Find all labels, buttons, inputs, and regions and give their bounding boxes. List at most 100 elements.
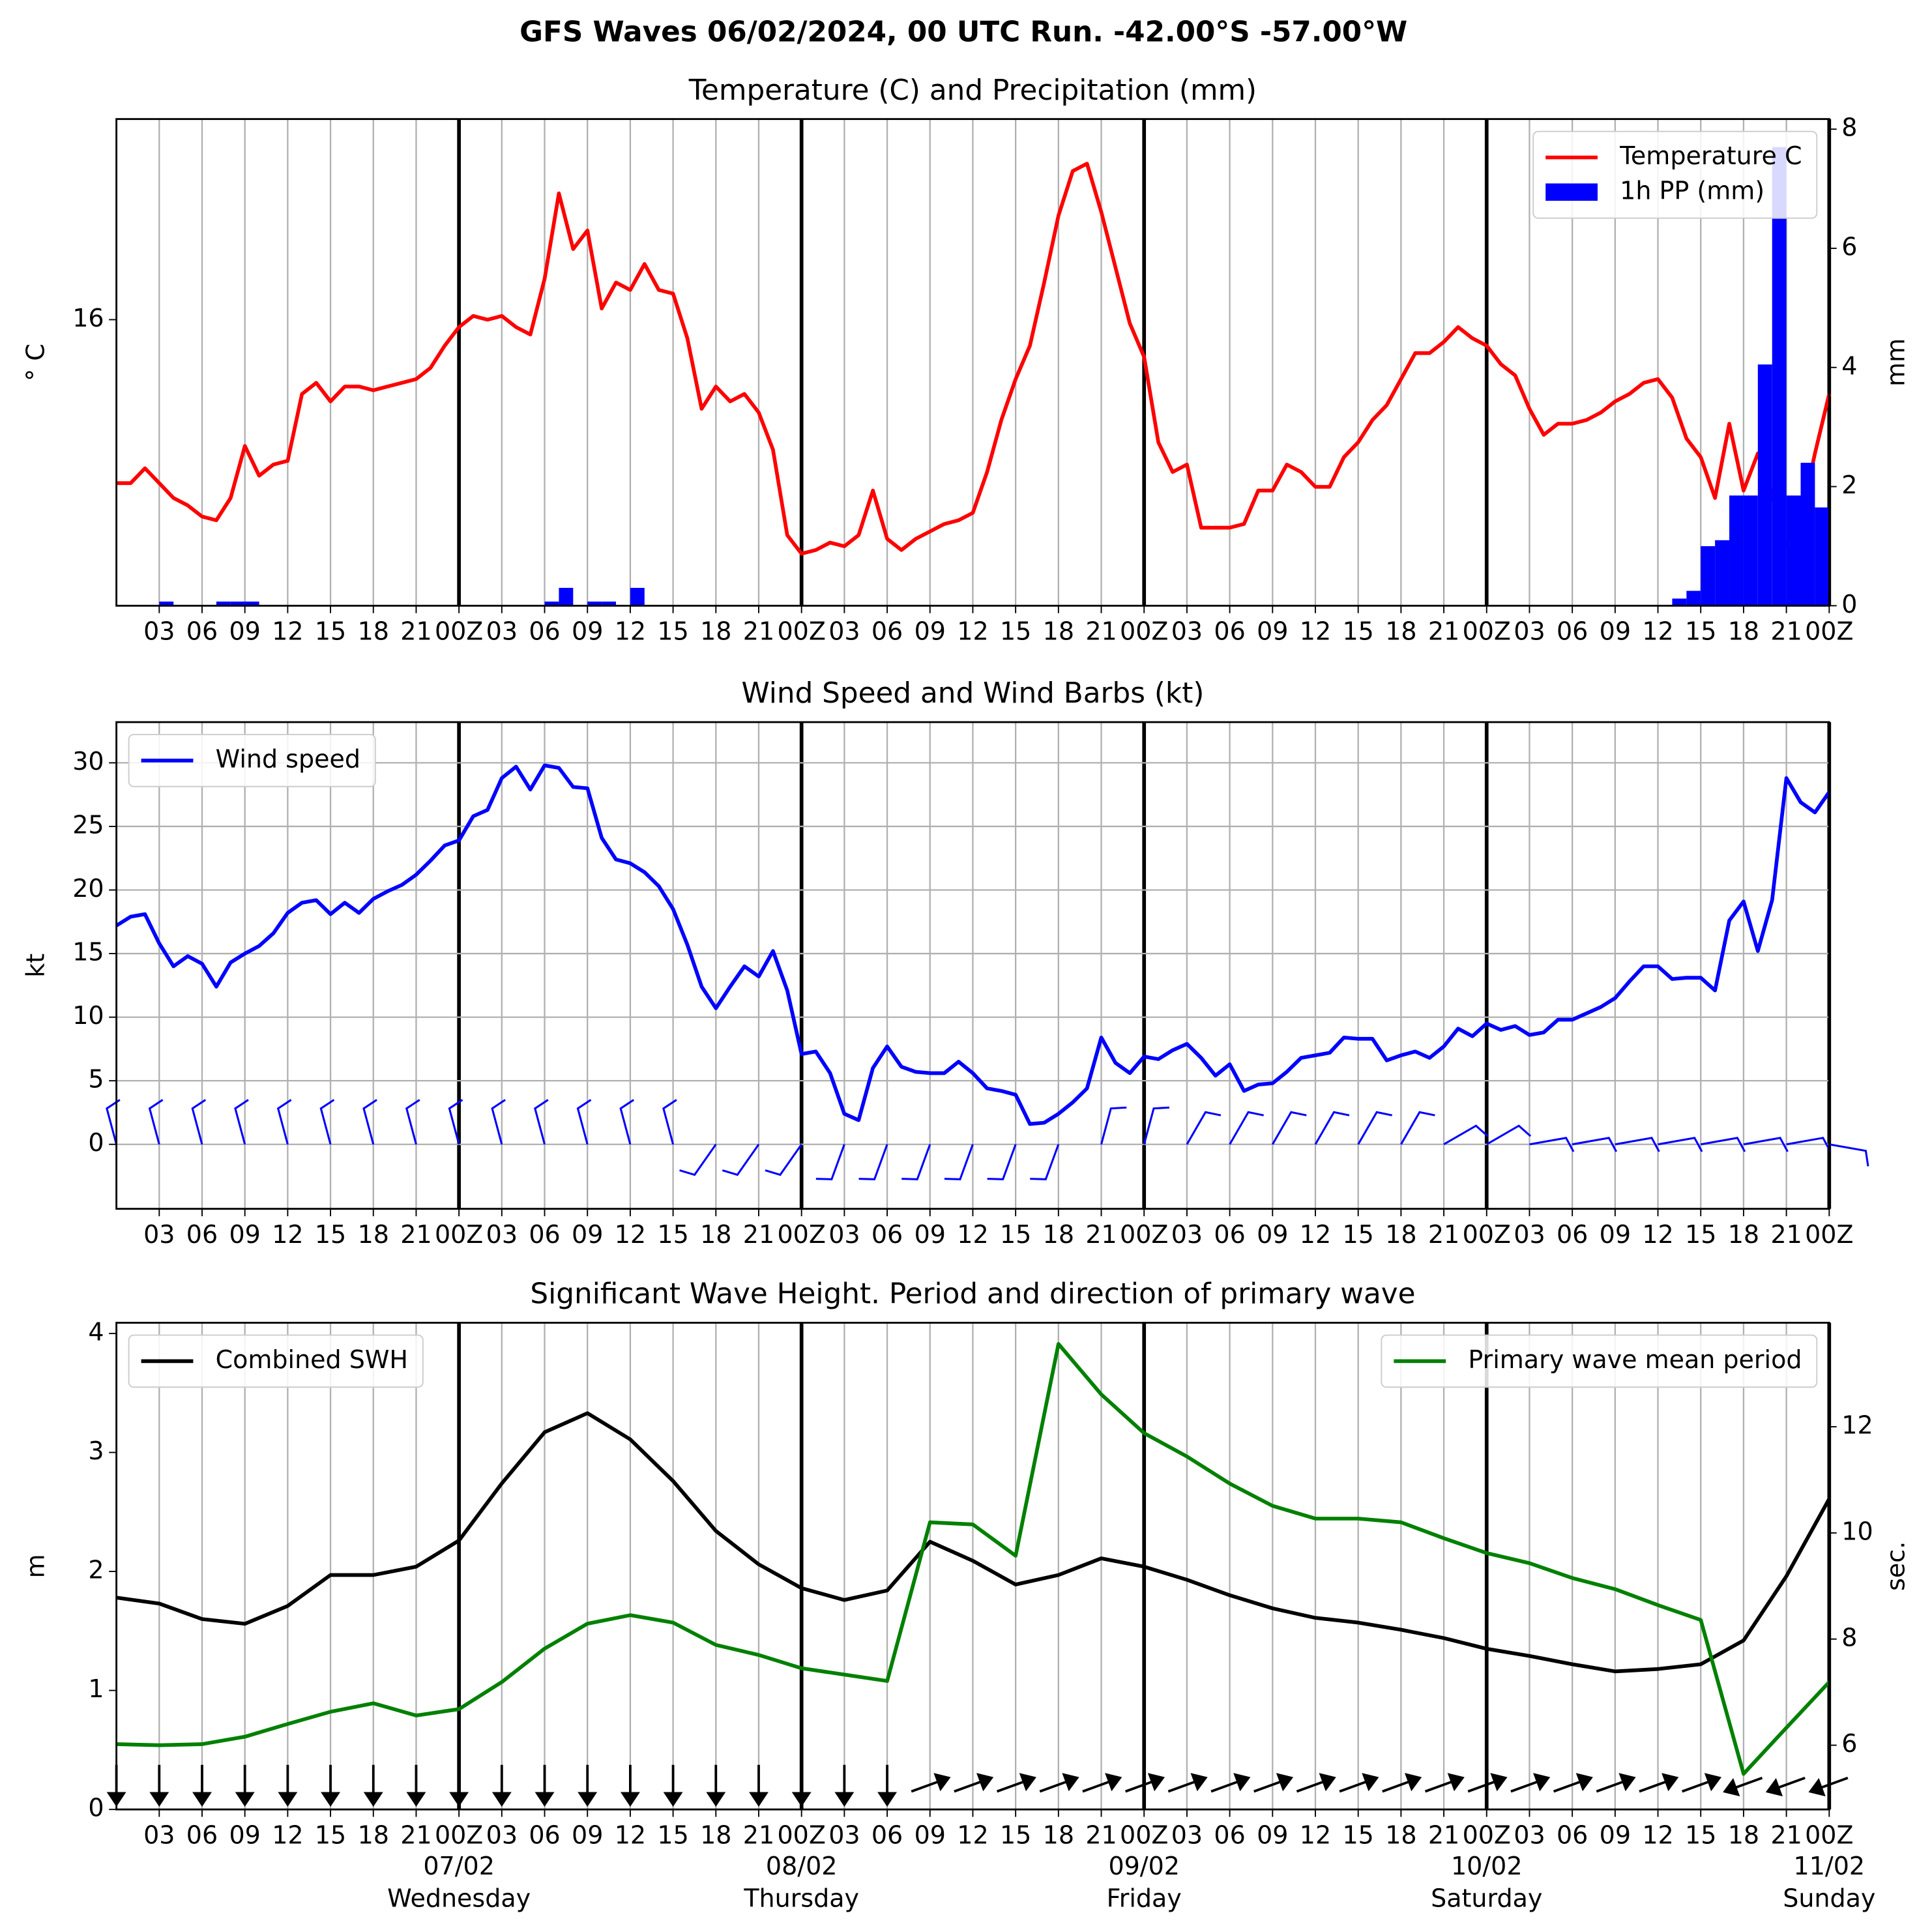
x-tick-label: 15 — [1000, 1220, 1031, 1249]
wave-arrow — [911, 1773, 951, 1793]
figure-title: GFS Waves 06/02/2024, 00 UTC Run. -42.00… — [520, 16, 1407, 49]
legend-label: Primary wave mean period — [1468, 1345, 1802, 1374]
day-label: Saturday — [1431, 1884, 1542, 1912]
x-tick-label: 03 — [1171, 1820, 1203, 1849]
y-tick-label: 0 — [88, 1128, 104, 1157]
wave-arrow — [578, 1764, 598, 1807]
x-tick-label: 06 — [186, 1220, 218, 1249]
x-tick-label: 15 — [315, 617, 346, 646]
day-label: Thursday — [743, 1884, 859, 1912]
wave-arrow — [491, 1764, 512, 1807]
wind-barb — [1186, 1111, 1222, 1145]
wave-arrow — [749, 1764, 768, 1807]
day-label: Sunday — [1783, 1884, 1875, 1912]
wave-arrow — [1382, 1773, 1422, 1793]
x-tick-label: 15 — [1685, 1220, 1716, 1249]
x-tick-label: 21 — [1085, 1220, 1117, 1249]
x-tick-label: 00Z — [1463, 1220, 1511, 1249]
legend: Combined SWH — [128, 1334, 424, 1388]
legend-box — [128, 1334, 424, 1388]
x-tick-label: 21 — [1428, 1820, 1459, 1849]
wind-barb — [1357, 1111, 1393, 1145]
legend: Temperature C 1h PP (mm) — [1532, 130, 1818, 219]
x-tick-label: 09 — [1600, 1820, 1631, 1849]
bar — [1815, 507, 1830, 606]
wave-arrow — [406, 1764, 426, 1807]
legend-box — [1381, 1334, 1818, 1388]
date-label: 07/02 — [423, 1852, 495, 1880]
x-tick-label: 21 — [1428, 1220, 1459, 1249]
y2-tick-label: 4 — [1841, 351, 1857, 380]
x-tick-label: 18 — [1385, 1820, 1416, 1849]
y-axis-label: m — [22, 1554, 50, 1578]
wave-arrow — [1296, 1773, 1336, 1793]
y-tick-label: 16 — [72, 304, 104, 332]
bar — [1729, 495, 1744, 606]
wind-barb — [1400, 1111, 1435, 1145]
wave-arrow — [1339, 1773, 1379, 1793]
x-tick-label: 03 — [486, 617, 518, 646]
wind-barb — [405, 1099, 420, 1145]
x-tick-label: 09 — [1600, 617, 1631, 646]
bar — [1672, 598, 1687, 606]
x-tick-label: 03 — [828, 1220, 860, 1249]
x-tick-label: 06 — [1214, 617, 1245, 646]
bar — [602, 601, 617, 606]
wind-barb — [362, 1099, 377, 1145]
bar — [1743, 495, 1758, 606]
x-tick-label: 18 — [1728, 1220, 1759, 1249]
wave-arrow — [1082, 1773, 1122, 1793]
x-tick-label: 18 — [358, 1220, 389, 1249]
wave-arrow — [1596, 1773, 1636, 1793]
wind-barb — [534, 1099, 549, 1145]
wind-barb — [148, 1099, 164, 1145]
wave-arrow — [1467, 1773, 1508, 1793]
wind-barb — [1271, 1111, 1307, 1145]
plot-frame — [115, 721, 1830, 1210]
x-tick-label: 00Z — [1463, 617, 1511, 646]
wind-barb — [1229, 1111, 1264, 1145]
wind-barb — [1143, 1106, 1170, 1145]
legend-box — [1532, 130, 1818, 219]
x-tick-label: 18 — [1385, 1220, 1416, 1249]
wind-barb — [619, 1099, 635, 1145]
x-tick-label: 15 — [657, 1820, 688, 1849]
bar — [216, 601, 231, 606]
x-tick-label: 15 — [1000, 617, 1031, 646]
y-axis-label: ° C — [22, 343, 50, 381]
x-tick-label: 12 — [957, 1820, 988, 1849]
day-label: Friday — [1107, 1884, 1182, 1912]
x-tick-label: 18 — [1043, 617, 1074, 646]
wind-barb — [815, 1144, 845, 1180]
wind-barb — [491, 1099, 506, 1145]
wave-arrow — [1723, 1776, 1763, 1797]
y-tick-label: 1 — [88, 1674, 104, 1703]
x-tick-label: 06 — [1557, 1220, 1588, 1249]
wave-arrow — [1039, 1773, 1079, 1793]
wave-arrow — [663, 1764, 683, 1807]
plot-frame — [115, 1322, 1830, 1811]
date-label: 08/02 — [766, 1852, 838, 1880]
x-tick-label: 12 — [1642, 617, 1673, 646]
y2-tick-label: 6 — [1841, 1729, 1857, 1758]
wind-barb — [1572, 1137, 1618, 1152]
x-tick-label: 03 — [1171, 617, 1203, 646]
wind-barb — [901, 1144, 931, 1180]
y2-tick-label: 6 — [1841, 232, 1857, 261]
x-tick-label: 12 — [615, 617, 646, 646]
series-line — [116, 1411, 1831, 1674]
bar — [544, 601, 559, 606]
x-tick-label: 09 — [572, 1220, 603, 1249]
wind-barb — [679, 1143, 717, 1176]
wind-barb — [662, 1099, 677, 1145]
wave-arrow — [1553, 1773, 1593, 1793]
wave-arrow — [706, 1764, 726, 1807]
wind-barb — [319, 1099, 335, 1145]
x-tick-label: 21 — [400, 1220, 432, 1249]
wind-barb — [1700, 1137, 1746, 1152]
wind-barb — [765, 1143, 802, 1176]
wind-barb — [1100, 1106, 1127, 1145]
x-tick-label: 06 — [1214, 1220, 1245, 1249]
x-tick-label: 21 — [1770, 1820, 1802, 1849]
